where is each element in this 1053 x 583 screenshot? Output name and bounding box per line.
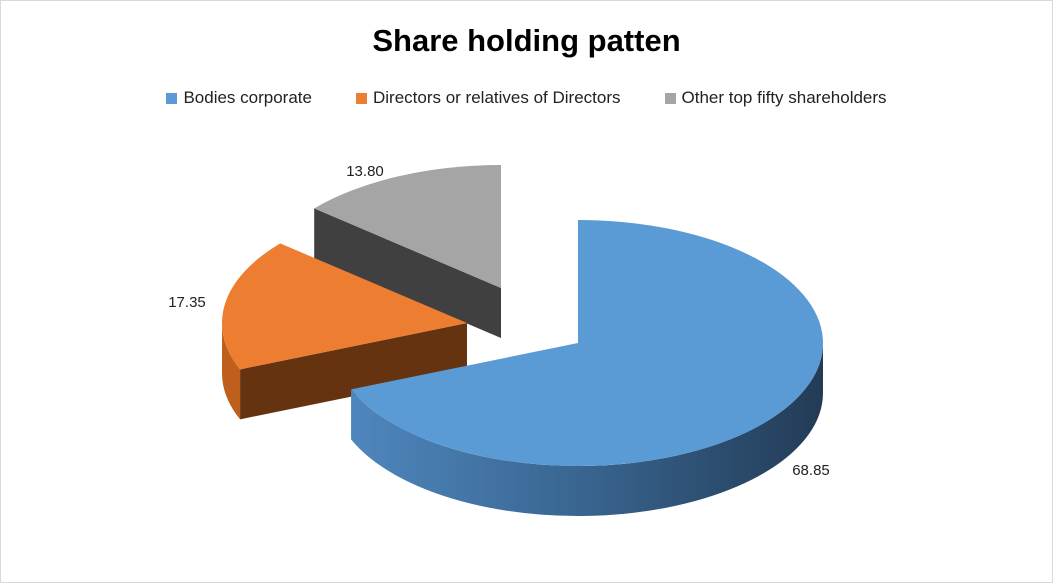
data-label-bodies-corporate: 68.85 <box>792 462 830 479</box>
legend-item-directors: Directors or relatives of Directors <box>355 88 621 108</box>
legend: Bodies corporate Directors or relatives … <box>1 88 1052 108</box>
data-label-other-top-fifty: 13.80 <box>346 163 384 180</box>
legend-item-other-top-fifty: Other top fifty shareholders <box>664 88 887 108</box>
chart-title: Share holding patten <box>372 23 681 58</box>
pie-slice-edge-bodies-corporate <box>351 343 823 516</box>
data-label-directors: 17.35 <box>168 294 206 311</box>
pie-slice-edge-directors <box>222 323 241 420</box>
pie-slice-side-directors <box>240 323 467 420</box>
legend-swatch <box>166 92 178 104</box>
legend-swatch <box>664 92 676 104</box>
legend-label: Bodies corporate <box>183 88 312 107</box>
legend-swatch <box>355 92 367 104</box>
pie-slice-side-other-top-fifty <box>314 208 501 338</box>
pie-slice-other-top-fifty <box>314 165 501 288</box>
pie-slice-directors <box>221 243 467 370</box>
pie-slice-bodies-corporate <box>351 220 823 466</box>
legend-label: Directors or relatives of Directors <box>372 88 621 107</box>
legend-item-bodies-corporate: Bodies corporate <box>166 88 312 108</box>
legend-label: Other top fifty shareholders <box>681 88 887 107</box>
